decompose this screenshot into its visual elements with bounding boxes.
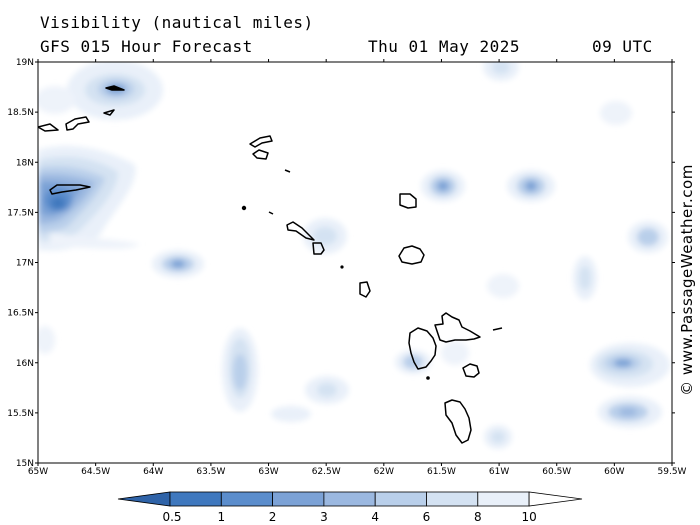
lat-label: 17N (16, 259, 34, 269)
lon-label: 64W (143, 467, 163, 477)
small-islands (241, 205, 430, 380)
lat-label: 16N (16, 359, 34, 369)
colorbar-segment (374, 491, 427, 507)
lon-label: 60W (604, 467, 624, 477)
lon-label: 61.5W (427, 467, 456, 477)
colorbar-tick-label: 1 (217, 510, 225, 524)
lat-label: 15.5N (7, 409, 34, 419)
longitude-labels: 65W 64.5W 64W 63.5W 63W 62.5W 62W 61.5W 61W 60.5W… (28, 467, 687, 477)
lat-label: 16.5N (7, 309, 34, 319)
lon-label: 62.5W (312, 467, 341, 477)
colorbar-low-arrow (117, 491, 171, 507)
colorbar-tick-label: 10 (521, 510, 536, 524)
lat-label: 18N (16, 158, 34, 168)
lon-label: 64.5W (81, 467, 110, 477)
latitude-labels: 19N 18.5N 18N 17.5N 17N 16.5N 16N 15.5N 15N (7, 58, 34, 469)
colorbar-segment (426, 491, 479, 507)
lon-label: 60.5W (542, 467, 571, 477)
colorbar-high-arrow (528, 491, 583, 507)
lat-label: 19N (16, 58, 34, 68)
lon-label: 63W (258, 467, 278, 477)
axis-ticks (35, 59, 675, 466)
lat-label: 18.5N (7, 108, 34, 118)
colorbar-segment (477, 491, 530, 507)
forecast-time: 09 UTC (592, 37, 653, 56)
colorbar-tick-label: 4 (371, 510, 379, 524)
colorbar-tick-label: 6 (423, 510, 431, 524)
visibility-shading (38, 62, 670, 449)
lat-label: 17.5N (7, 208, 34, 218)
visibility-colorbar: 0.5 1 2 3 4 6 8 10 (117, 491, 583, 524)
lon-label: 62W (374, 467, 394, 477)
colorbar-segment (323, 491, 376, 507)
colorbar-segment (169, 491, 222, 507)
land-outlines (38, 85, 503, 444)
map-title: Visibility (nautical miles) (40, 13, 314, 32)
lat-label: 15N (16, 459, 34, 469)
colorbar-segment (220, 491, 274, 507)
colorbar-segment (272, 491, 325, 507)
lon-label: 59.5W (658, 467, 687, 477)
colorbar-tick-label: 0.5 (162, 510, 181, 524)
lon-label: 65W (28, 467, 48, 477)
forecast-label: GFS 015 Hour Forecast (40, 37, 253, 56)
colorbar-tick-label: 3 (320, 510, 328, 524)
forecast-date: Thu 01 May 2025 (368, 37, 520, 56)
colorbar-tick-label: 2 (269, 510, 277, 524)
colorbar-tick-label: 8 (474, 510, 482, 524)
lon-label: 63.5W (196, 467, 225, 477)
lon-label: 61W (489, 467, 509, 477)
